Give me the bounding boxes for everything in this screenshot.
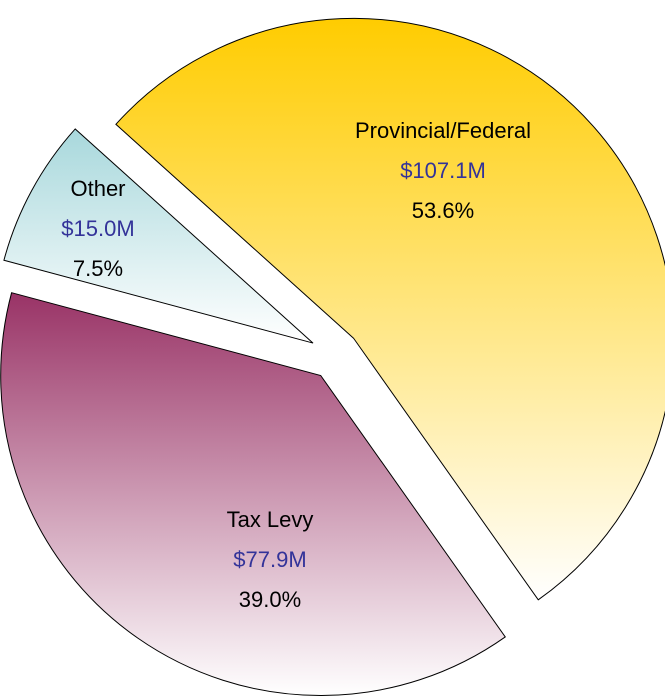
value-label: $15.0M xyxy=(61,216,134,241)
percent-label: 53.6% xyxy=(412,198,474,223)
pie-slice xyxy=(0,292,506,696)
slice-name: Provincial/Federal xyxy=(355,118,531,143)
value-label: $77.9M xyxy=(233,547,306,572)
slice-name: Tax Levy xyxy=(227,507,314,532)
pie-slice xyxy=(3,128,314,344)
percent-label: 39.0% xyxy=(239,587,301,612)
value-label: $107.1M xyxy=(400,158,486,183)
pie-slice xyxy=(115,17,665,601)
slice-name: Other xyxy=(70,176,125,201)
percent-label: 7.5% xyxy=(73,256,123,281)
